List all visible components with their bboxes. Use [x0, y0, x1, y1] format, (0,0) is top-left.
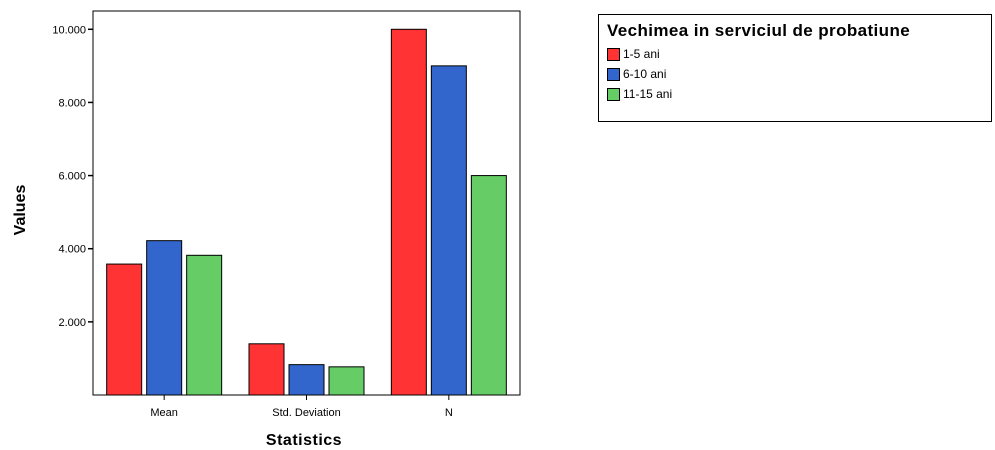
bar — [186, 254, 223, 396]
y-tick-label: 4.000 — [58, 244, 86, 256]
bar — [328, 366, 365, 396]
legend-label: 1-5 ani — [623, 47, 660, 61]
bar — [106, 263, 143, 396]
legend-item: 1-5 ani — [607, 47, 660, 62]
legend: Vechimea in serviciul de probatiune 1-5 … — [598, 14, 992, 122]
legend-swatch-red — [607, 48, 620, 61]
y-tick-label: 6.000 — [58, 171, 86, 183]
legend-swatch-blue — [607, 68, 620, 81]
legend-label: 11-15 ani — [623, 87, 673, 101]
y-tick-label: 10.000 — [52, 24, 86, 36]
bar — [470, 175, 507, 396]
legend-item: 6-10 ani — [607, 67, 666, 82]
bar — [146, 240, 183, 396]
legend-label: 6-10 ani — [623, 67, 667, 81]
y-tick-label: 8.000 — [58, 97, 86, 109]
y-axis-label: Values — [12, 185, 29, 236]
x-axis-label: Statistics — [266, 432, 342, 449]
bar — [390, 28, 427, 396]
bar — [288, 364, 325, 396]
x-tick-label: Mean — [150, 407, 178, 419]
bar — [430, 65, 467, 396]
x-tick-label: Std. Deviation — [272, 407, 340, 419]
x-tick-label: N — [445, 407, 453, 419]
bar — [248, 343, 285, 396]
y-tick-label: 2.000 — [58, 317, 86, 329]
legend-title: Vechimea in serviciul de probatiune — [607, 21, 911, 40]
legend-item: 11-15 ani — [607, 87, 672, 102]
legend-swatch-green — [607, 88, 620, 101]
